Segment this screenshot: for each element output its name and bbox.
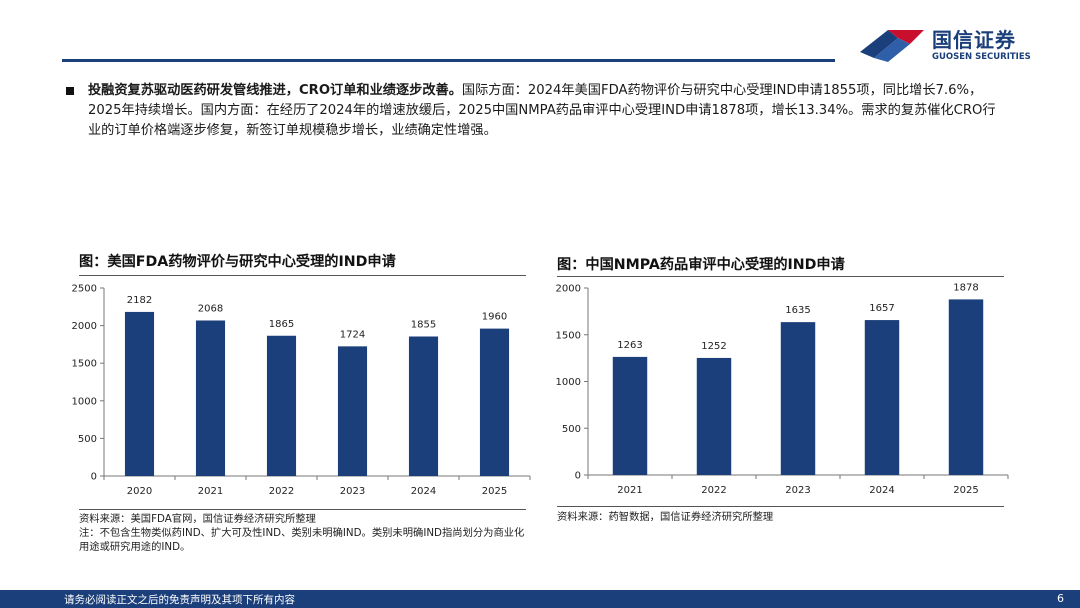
page-number: 6 (1057, 592, 1064, 605)
summary-text: 投融资复苏驱动医药研发管线推进，CRO订单和业绩逐步改善。国际方面：2024年美… (88, 81, 1006, 141)
bullet-square-icon (66, 87, 74, 95)
x-tick-label-2023: 2023 (340, 486, 365, 497)
left-chart-title-rule (79, 275, 526, 276)
bar-2021 (195, 320, 226, 476)
x-tick-label-2025: 2025 (953, 485, 978, 496)
x-tick-label-2024: 2024 (411, 486, 436, 497)
summary-bold-lead: 投融资复苏驱动医药研发管线推进，CRO订单和业绩逐步改善。 (88, 83, 462, 98)
bar-2025 (948, 299, 984, 475)
right-chart-title-rule (557, 276, 1004, 277)
logo-cn-text: 国信证券 (932, 28, 1016, 52)
summary-body: 国际方面：2024年美国FDA药物评价与研究中心受理IND申请1855项，同比增… (88, 83, 996, 138)
x-tick-label-2021: 2021 (198, 486, 223, 497)
x-tick-label-2022: 2022 (269, 486, 294, 497)
right-chart-source: 资料来源：药智数据，国信证券经济研究所整理 (557, 511, 774, 523)
x-tick-label-2021: 2021 (617, 485, 642, 496)
bar-2020 (124, 311, 155, 476)
y-tick-label: 1000 (556, 377, 581, 388)
data-label-2023: 1724 (340, 329, 365, 340)
summary-paragraph: 投融资复苏驱动医药研发管线推进，CRO订单和业绩逐步改善。国际方面：2024年美… (66, 81, 1006, 141)
bar-2024 (864, 320, 900, 475)
right-chart-notes: 资料来源：药智数据，国信证券经济研究所整理 (557, 510, 1007, 524)
right-bar-chart: 0 500 1000 1500 2000 1263 2021 1252 2022 1635 2023… (556, 282, 1009, 496)
header-rule (62, 59, 835, 62)
data-label-2022: 1252 (701, 341, 726, 352)
data-label-2021: 1263 (617, 340, 642, 351)
left-chart-bottom-rule (79, 509, 526, 510)
data-label-2024: 1855 (411, 320, 436, 331)
data-label-2025: 1878 (953, 282, 978, 293)
bar-2022 (266, 335, 297, 476)
bar-2025 (479, 328, 510, 476)
data-label-2021: 2068 (198, 303, 223, 314)
data-label-2022: 1865 (269, 319, 294, 330)
data-label-2024: 1657 (869, 303, 894, 314)
bar-2023 (780, 322, 816, 475)
x-tick-label-2022: 2022 (701, 485, 726, 496)
footer-bar: 请务必阅读正文之后的免责声明及其项下所有内容 6 (0, 590, 1080, 608)
x-tick-label-2020: 2020 (127, 486, 152, 497)
footer-disclaimer: 请务必阅读正文之后的免责声明及其项下所有内容 (64, 594, 295, 606)
y-tick-label: 2000 (72, 321, 97, 332)
y-tick-label: 0 (91, 472, 97, 483)
bar-2023 (337, 346, 368, 476)
company-logo: 国信证券 GUOSEN SECURITIES (858, 22, 1038, 66)
left-chart-notes: 资料来源：美国FDA官网，国信证券经济研究所整理 注：不包含生物类似药IND、扩… (79, 512, 529, 554)
y-tick-label: 500 (562, 424, 581, 435)
left-chart-footnote: 注：不包含生物类似药IND、扩大可及性IND、类别未明确IND。类别未明确IND… (79, 527, 525, 553)
x-tick-label-2023: 2023 (785, 485, 810, 496)
x-tick-label-2025: 2025 (482, 486, 507, 497)
y-tick-label: 2500 (72, 284, 97, 295)
y-tick-label: 1500 (72, 359, 97, 370)
y-tick-label: 1500 (556, 330, 581, 341)
logo-en-text: GUOSEN SECURITIES (932, 52, 1031, 62)
data-label-2020: 2182 (127, 295, 152, 306)
y-tick-label: 1000 (72, 396, 97, 407)
right-chart-bottom-rule (557, 506, 1004, 507)
bar-2022 (696, 357, 732, 475)
bar-2021 (612, 356, 648, 475)
data-label-2023: 1635 (785, 305, 810, 316)
y-tick-label: 0 (575, 471, 581, 482)
bar-2024 (408, 336, 439, 476)
x-tick-label-2024: 2024 (869, 485, 894, 496)
data-label-2025: 1960 (482, 312, 507, 323)
right-chart-title: 图：中国NMPA药品审评中心受理的IND申请 (557, 257, 845, 273)
left-chart-title: 图：美国FDA药物评价与研究中心受理的IND申请 (79, 254, 396, 270)
left-bar-chart: 0 500 1000 1500 2000 2500 2182 2020 2068 2021 1865… (72, 284, 531, 497)
guosen-logo-icon (860, 30, 924, 62)
y-tick-label: 500 (78, 434, 97, 445)
left-chart-source: 资料来源：美国FDA官网，国信证券经济研究所整理 (79, 513, 316, 525)
y-tick-label: 2000 (556, 284, 581, 295)
